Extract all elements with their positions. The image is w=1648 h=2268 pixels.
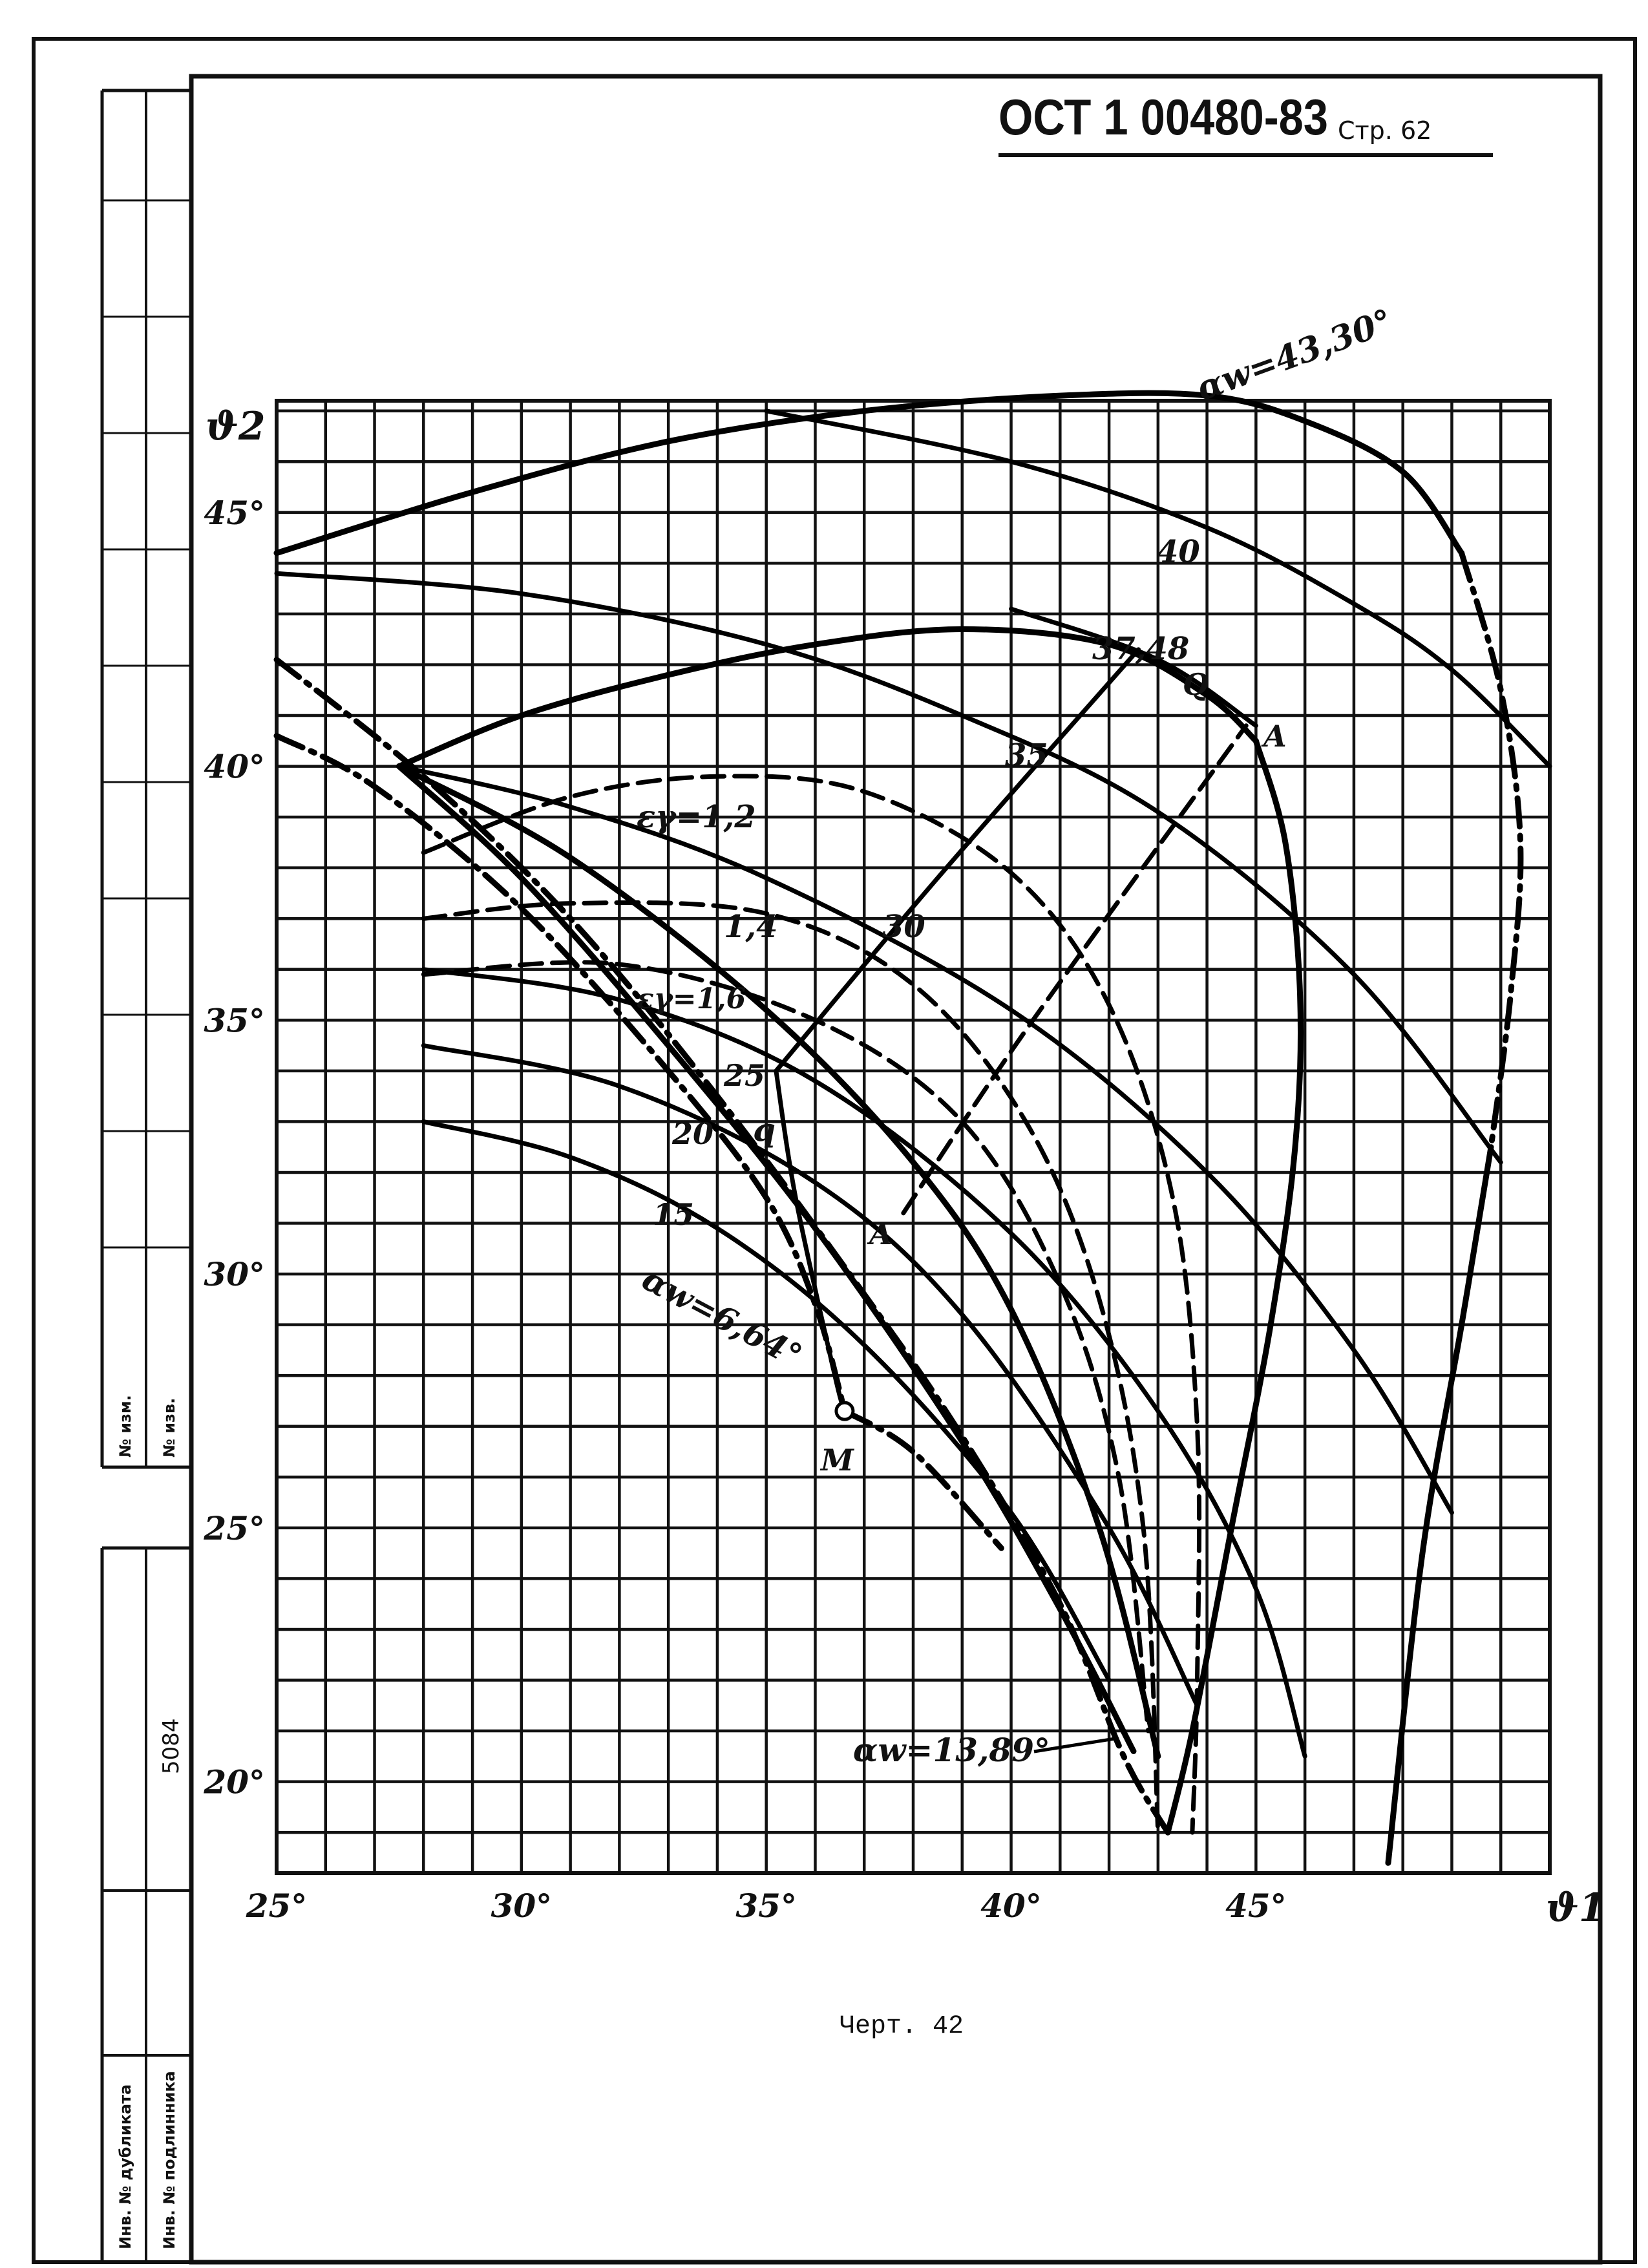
stamp-label-duplicate: Инв. № дубликата xyxy=(116,2084,134,2249)
annotation-pA1: A xyxy=(1261,719,1287,754)
curve-aw1389_c xyxy=(396,763,1161,1759)
curve-iso20 xyxy=(421,1043,1199,1708)
annotation-eps2: 1,4 xyxy=(724,909,778,945)
y-tick-label: 20° xyxy=(203,1763,265,1801)
page-label: Стр. 62 xyxy=(1338,116,1431,145)
x-axis-title: ϑ1 xyxy=(1546,1885,1606,1931)
curve-iso3748 xyxy=(1009,606,1258,728)
annotation-eps3: εγ=1,6 xyxy=(637,982,746,1015)
curve-aw664_tail xyxy=(841,1408,1004,1551)
y-tick-label: 40° xyxy=(204,748,265,786)
y-tick-label: 45° xyxy=(204,494,265,532)
annotation-c3748: 37,48 xyxy=(1092,631,1189,667)
x-tick-label: 30° xyxy=(491,1887,553,1925)
inner-frame xyxy=(189,74,1603,2265)
figure-caption: Черт. 42 xyxy=(840,2012,964,2041)
chart-grid xyxy=(275,399,1552,1875)
stamp-label-original: Инв. № подлинника xyxy=(160,2071,178,2249)
point-M-marker xyxy=(834,1401,855,1421)
curve-iso25 xyxy=(421,967,1307,1759)
curve-aw43_right xyxy=(1459,550,1524,1150)
annotation-pQ: Q xyxy=(1183,667,1209,702)
annotation-c30: 30 xyxy=(882,909,925,945)
annotation-c25: 25 xyxy=(723,1058,765,1093)
curve-iso15 xyxy=(421,1119,1112,1682)
curve-aw664 xyxy=(273,732,848,1414)
annotation-c35: 35 xyxy=(1005,737,1048,774)
annotation-c15: 15 xyxy=(653,1197,694,1232)
annotation-c40: 40 xyxy=(1157,534,1200,570)
outer-frame xyxy=(32,37,1637,2264)
curve-aw43_lower xyxy=(1385,1144,1494,1866)
curve-line_Qq xyxy=(774,647,1141,1074)
x-tick-label: 45° xyxy=(1225,1887,1287,1925)
y-axis-title: ϑ2 xyxy=(206,404,266,449)
annotation-pA2: A xyxy=(867,1216,893,1251)
stamp-label-change: № изм. xyxy=(116,1395,134,1457)
annotation-aw_bot: αw=13,89° xyxy=(853,1731,1050,1769)
x-tick-label: 40° xyxy=(980,1887,1042,1925)
curve-aw1389_a xyxy=(273,657,1171,1836)
curve-iso35 xyxy=(274,571,1503,1165)
annotation-eps1: εγ=1,2 xyxy=(637,799,756,835)
curve-eps14 xyxy=(421,900,1161,1835)
chart-ticks: 25° 30° 35° 40° 45° 20° 25° 30° 35° 40° 45° xyxy=(203,494,1286,1925)
curve-eps12 xyxy=(421,774,1202,1835)
curve-iso40 xyxy=(764,408,1552,769)
annotation-c20: 20 xyxy=(671,1116,713,1151)
chart-curves xyxy=(273,390,1552,1866)
chart-area: 25° 30° 35° 40° 45° 20° 25° 30° 35° 40° 45° αw=43,… xyxy=(203,301,1552,1925)
standard-number: ОСТ 1 00480-83 xyxy=(998,89,1328,145)
chart-annotations: αw=43,30° 40 37,48 35 εγ=1,2 1,4 30 εγ=1,6 25 20 1… xyxy=(636,301,1397,1769)
stamp-label-notice: № изв. xyxy=(160,1398,178,1457)
curve-aw3748_upper xyxy=(396,626,1259,770)
curve-iso30 xyxy=(396,764,1454,1515)
annotation-pq: q xyxy=(753,1110,776,1149)
curve-line_AA xyxy=(901,723,1249,1216)
curve-aw1389_b xyxy=(396,763,1137,1754)
y-tick-label: 30° xyxy=(204,1255,265,1293)
leader-aw-bot xyxy=(1033,1737,1115,1754)
x-tick-label: 35° xyxy=(735,1887,797,1925)
annotation-aw_top: αw=43,30° xyxy=(1192,301,1398,408)
curve-eps16 xyxy=(421,960,1151,1733)
y-tick-label: 35° xyxy=(204,1001,265,1039)
plot-border xyxy=(275,399,1552,1875)
x-tick-label: 25° xyxy=(246,1887,308,1925)
y-tick-label: 25° xyxy=(203,1509,265,1547)
curve-line_qM xyxy=(774,1068,847,1414)
annotation-pM: M xyxy=(819,1443,855,1478)
curve-aw43_upper xyxy=(273,390,1465,556)
stamp-doc-number: 5084 xyxy=(158,1718,184,1774)
